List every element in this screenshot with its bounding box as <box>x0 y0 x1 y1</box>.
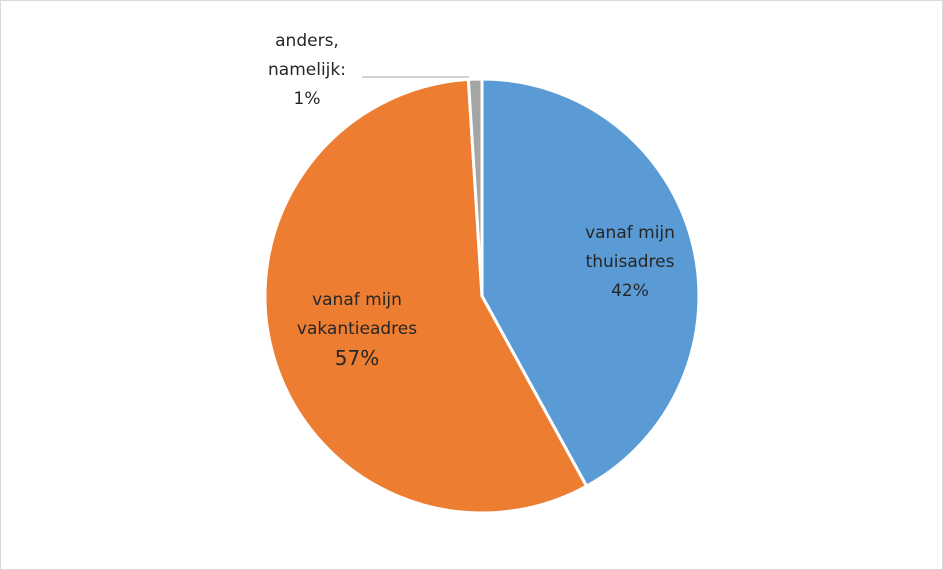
category-label: anders, namelijk: <box>268 31 346 80</box>
category-label: vanaf mijn thuisadres <box>585 223 675 272</box>
value-label: 1% <box>293 89 321 109</box>
data-label: anders, namelijk: 1% <box>252 27 362 114</box>
pie-slice <box>480 77 701 488</box>
pie-slice <box>466 77 484 298</box>
value-label: 42% <box>611 281 649 301</box>
category-label: vanaf mijn vakantieadres <box>296 290 418 339</box>
data-label: vanaf mijn vakantieadres 57% <box>287 286 427 373</box>
pie-slice <box>263 77 589 515</box>
value-label: 57% <box>334 346 380 370</box>
data-label: vanaf mijn thuisadres 42% <box>570 219 690 306</box>
